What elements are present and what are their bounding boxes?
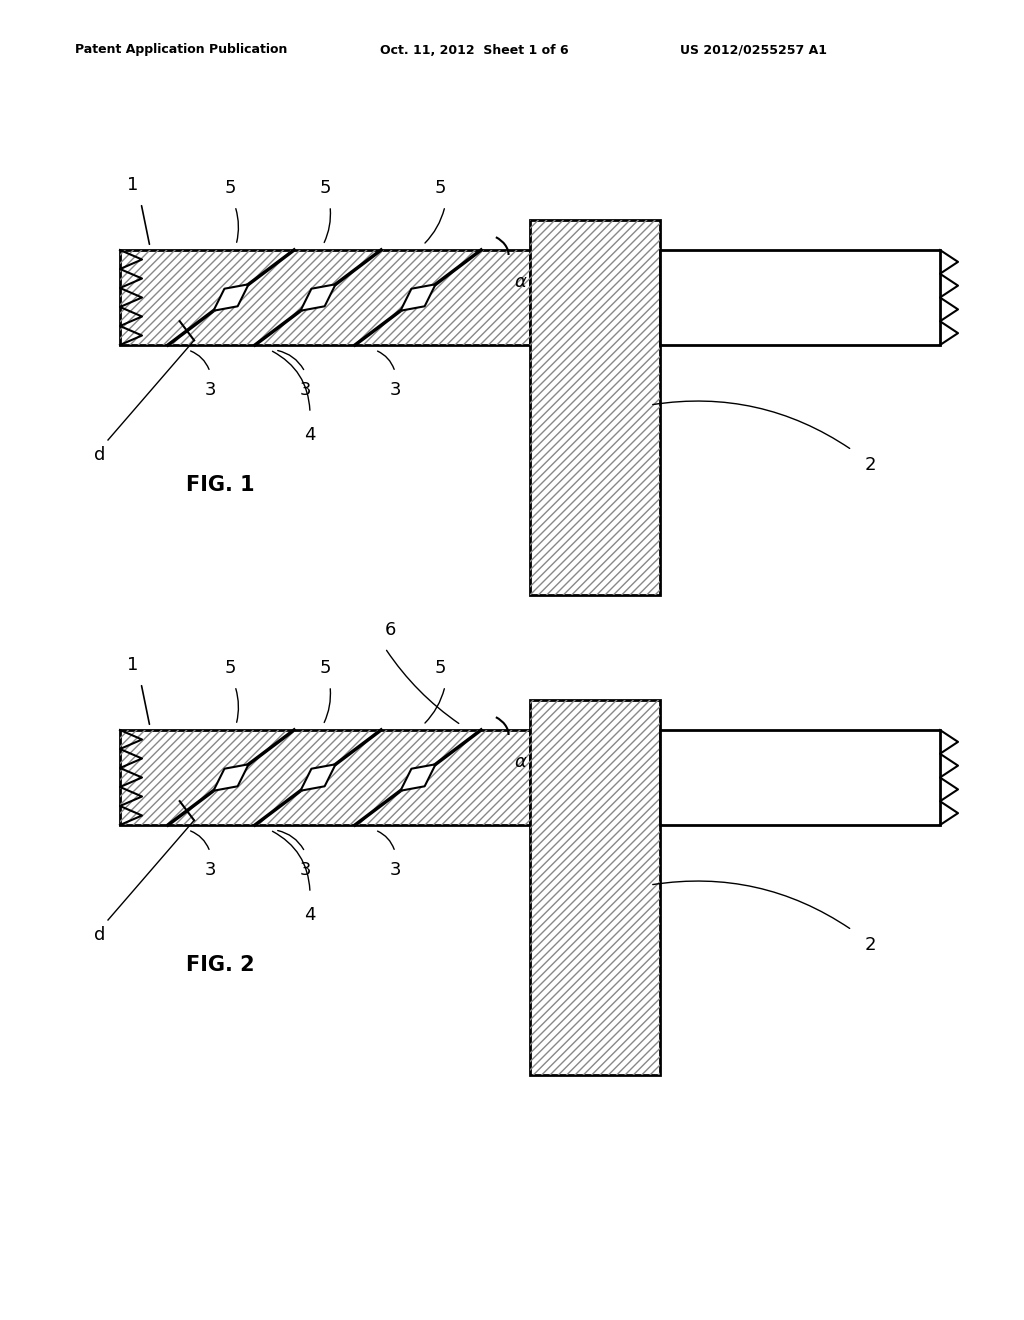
Text: US 2012/0255257 A1: US 2012/0255257 A1 <box>680 44 827 57</box>
Text: 4: 4 <box>304 426 315 444</box>
Text: FIG. 2: FIG. 2 <box>185 954 254 975</box>
Polygon shape <box>213 284 249 310</box>
Text: $\alpha$: $\alpha$ <box>514 273 527 290</box>
Bar <box>530 700 660 1074</box>
Bar <box>660 249 940 345</box>
Polygon shape <box>300 764 336 791</box>
Bar <box>530 220 660 595</box>
Text: $\alpha$: $\alpha$ <box>514 752 527 771</box>
Bar <box>120 730 530 825</box>
Text: 1: 1 <box>127 656 138 675</box>
Text: 5: 5 <box>319 659 331 677</box>
Text: Oct. 11, 2012  Sheet 1 of 6: Oct. 11, 2012 Sheet 1 of 6 <box>380 44 568 57</box>
Text: 1: 1 <box>127 176 138 194</box>
Text: 5: 5 <box>224 180 236 197</box>
Bar <box>530 220 660 595</box>
Bar <box>120 249 530 345</box>
Polygon shape <box>213 764 249 791</box>
Text: 5: 5 <box>434 180 445 197</box>
Polygon shape <box>300 284 336 310</box>
Text: 2: 2 <box>864 936 876 954</box>
Text: 3: 3 <box>204 861 216 879</box>
Polygon shape <box>400 284 435 310</box>
Text: d: d <box>94 927 105 944</box>
Text: 3: 3 <box>299 861 310 879</box>
Bar <box>120 249 530 345</box>
Text: 3: 3 <box>299 381 310 399</box>
Text: 3: 3 <box>204 381 216 399</box>
Polygon shape <box>400 764 435 791</box>
Text: Patent Application Publication: Patent Application Publication <box>75 44 288 57</box>
Bar <box>530 700 660 1074</box>
Bar <box>660 730 940 825</box>
Text: 3: 3 <box>389 381 400 399</box>
Text: 4: 4 <box>304 906 315 924</box>
Text: 6: 6 <box>384 620 395 639</box>
Bar <box>120 730 530 825</box>
Text: FIG. 1: FIG. 1 <box>185 475 254 495</box>
Text: d: d <box>94 446 105 465</box>
Text: 5: 5 <box>434 659 445 677</box>
Text: 3: 3 <box>389 861 400 879</box>
Text: 5: 5 <box>224 659 236 677</box>
Text: 2: 2 <box>864 455 876 474</box>
Text: 5: 5 <box>319 180 331 197</box>
